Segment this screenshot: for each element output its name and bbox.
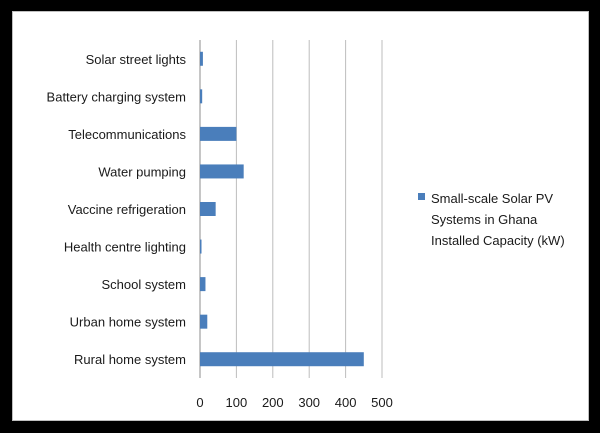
category-label: Telecommunications bbox=[68, 127, 186, 142]
bar bbox=[200, 352, 364, 367]
category-label: Battery charging system bbox=[47, 89, 186, 104]
category-label: Water pumping bbox=[98, 164, 186, 179]
x-tick-label: 200 bbox=[262, 395, 284, 410]
x-tick-label: 400 bbox=[335, 395, 357, 410]
bar bbox=[200, 51, 203, 66]
x-tick-label: 500 bbox=[371, 395, 393, 410]
bar bbox=[200, 239, 202, 254]
legend-label-line-3: Installed Capacity (kW) bbox=[431, 233, 565, 248]
bar bbox=[200, 277, 206, 292]
category-label: School system bbox=[101, 277, 186, 292]
bars bbox=[200, 51, 364, 367]
category-label: Vaccine refrigeration bbox=[68, 202, 186, 217]
legend: Small-scale Solar PV Systems in Ghana In… bbox=[418, 191, 565, 248]
legend-swatch bbox=[418, 193, 425, 200]
gridlines bbox=[199, 40, 383, 378]
bar bbox=[200, 89, 203, 104]
x-tick-label: 100 bbox=[226, 395, 248, 410]
x-tick-label: 300 bbox=[298, 395, 320, 410]
category-label: Urban home system bbox=[70, 315, 186, 330]
category-labels: Solar street lights Battery charging syst… bbox=[47, 52, 187, 367]
x-tick-label: 0 bbox=[196, 395, 203, 410]
legend-label-line-1: Small-scale Solar PV bbox=[431, 191, 553, 206]
category-label: Rural home system bbox=[74, 352, 186, 367]
bar bbox=[200, 314, 208, 329]
category-label: Solar street lights bbox=[86, 52, 187, 67]
bar bbox=[200, 126, 237, 141]
bar bbox=[200, 164, 244, 179]
x-tick-labels: 0 100 200 300 400 500 bbox=[196, 395, 392, 410]
category-label: Health centre lighting bbox=[64, 240, 186, 255]
bar bbox=[200, 202, 216, 216]
legend-label-line-2: Systems in Ghana bbox=[431, 212, 538, 227]
